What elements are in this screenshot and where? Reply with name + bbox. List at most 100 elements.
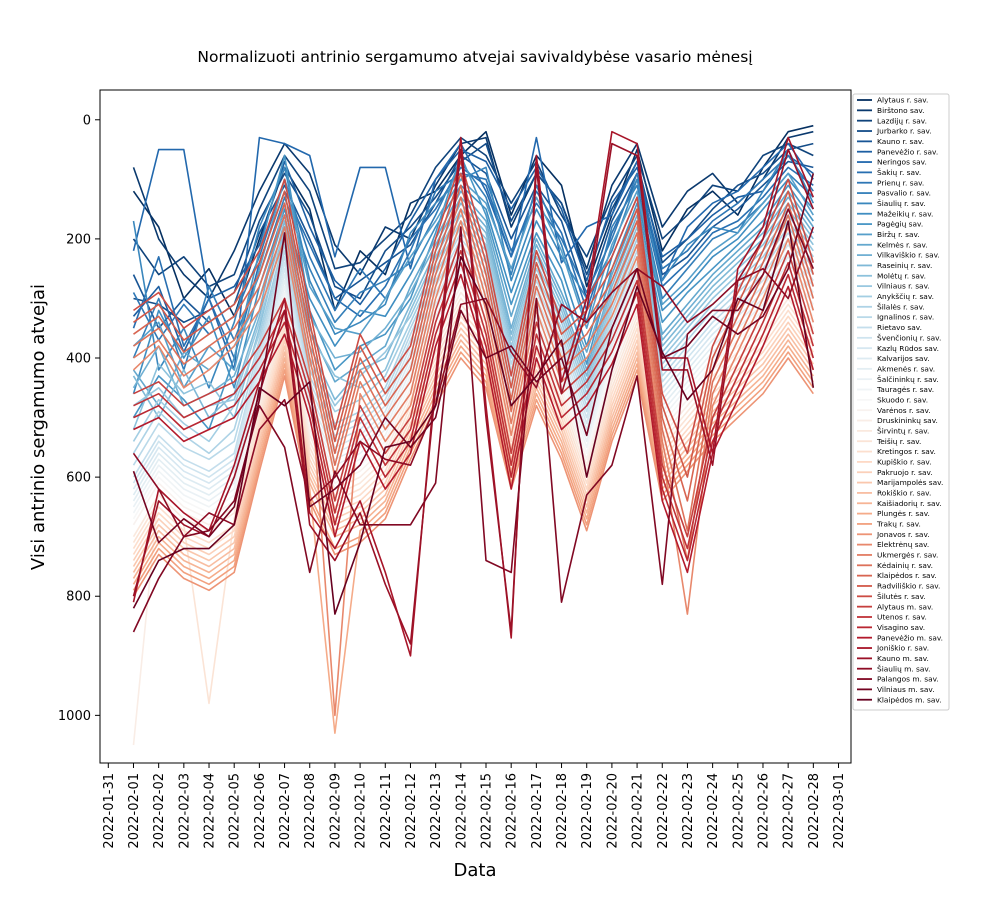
x-tick-label: 2022-02-25 <box>731 773 746 849</box>
legend-label: Kazlų Rūdos sav. <box>877 344 939 353</box>
x-tick-label: 2022-02-28 <box>807 773 822 849</box>
x-tick-label: 2022-02-27 <box>782 773 797 849</box>
legend-label: Tauragės r. sav. <box>876 385 934 394</box>
series-line <box>132 142 815 645</box>
legend-label: Vilniaus r. sav. <box>877 282 930 291</box>
legend-label: Alytaus r. sav. <box>877 96 928 105</box>
legend-box <box>852 93 950 711</box>
x-tick-label: 2022-02-10 <box>354 773 369 849</box>
y-axis-label: Visi antrinio sergamumo atvejai <box>28 284 49 570</box>
x-tick-label: 2022-03-01 <box>832 773 847 849</box>
legend-label: Šalčininkų r. sav. <box>877 375 939 384</box>
series-line <box>132 208 814 430</box>
x-tick-label: 2022-02-22 <box>656 773 671 849</box>
legend-label: Palangos m. sav. <box>877 675 939 684</box>
x-tick-label: 2022-02-11 <box>379 773 394 849</box>
series-line <box>132 220 814 443</box>
series-line <box>132 279 814 520</box>
x-tick-label: 2022-02-01 <box>127 773 142 849</box>
series-line <box>133 273 815 574</box>
legend-label: Kaišiadorių r. sav. <box>877 499 942 508</box>
x-tick-label: 2022-02-15 <box>480 773 495 849</box>
legend-label: Biržų r. sav. <box>877 230 920 239</box>
legend-label: Rietavo sav. <box>877 323 922 332</box>
legend-label: Kupiškio r. sav. <box>877 458 932 467</box>
series-lines <box>132 124 815 746</box>
legend: Alytaus r. sav.Birštono sav.Lazdijų r. s… <box>852 93 950 711</box>
x-tick-label: 2022-02-21 <box>631 773 646 849</box>
y-tick-label: 400 <box>66 352 91 367</box>
legend-label: Pasvalio r. sav. <box>877 189 931 198</box>
legend-label: Marijampolės sav. <box>877 478 943 487</box>
series-line <box>132 154 814 330</box>
x-axis-label: Data <box>454 860 497 881</box>
x-tick-label: 2022-02-04 <box>203 773 218 849</box>
y-tick-label: 0 <box>83 113 91 128</box>
series-line <box>133 250 815 550</box>
x-tick-label: 2022-02-05 <box>228 773 243 849</box>
legend-label: Raseinių r. sav. <box>877 261 932 270</box>
x-axis: 2022-01-31 2022-02-01 2022-02-02 2022-02-03… <box>102 763 847 849</box>
chart-title: Normalizuoti antrinio sergamumo atvejai … <box>197 48 752 66</box>
series-line <box>133 261 815 562</box>
legend-label: Kėdainių r. sav. <box>877 561 933 570</box>
y-tick-label: 600 <box>66 471 91 486</box>
x-tick-label: 2022-02-17 <box>530 773 545 849</box>
series-line <box>133 196 815 532</box>
legend-label: Radviliškio r. sav. <box>877 582 940 591</box>
x-tick-label: 2022-02-16 <box>505 773 520 849</box>
x-tick-label: 2022-02-03 <box>177 773 192 849</box>
series-line <box>133 160 815 455</box>
legend-label: Trakų r. sav. <box>876 520 921 529</box>
legend-label: Teišių r. sav. <box>876 437 921 446</box>
x-tick-label: 2022-01-31 <box>102 773 117 849</box>
x-tick-label: 2022-02-06 <box>253 773 268 849</box>
legend-label: Varėnos r. sav. <box>877 406 931 415</box>
legend-label: Ignalinos r. sav. <box>877 313 934 322</box>
x-tick-label: 2022-02-18 <box>555 773 570 849</box>
x-tick-label: 2022-02-08 <box>303 773 318 849</box>
x-tick-label: 2022-02-13 <box>429 773 444 849</box>
legend-label: Kelmės r. sav. <box>877 240 928 249</box>
legend-label: Kretingos r. sav. <box>877 447 936 456</box>
x-tick-label: 2022-02-20 <box>605 773 620 849</box>
legend-label: Ukmergės r. sav. <box>877 551 938 560</box>
legend-label: Utenos r. sav. <box>877 613 927 622</box>
series-line <box>132 136 814 371</box>
series-line <box>132 196 814 407</box>
x-tick-label: 2022-02-14 <box>454 773 469 849</box>
legend-label: Pakruojo r. sav. <box>877 468 933 477</box>
series-line <box>132 136 814 288</box>
x-tick-label: 2022-02-07 <box>278 773 293 849</box>
legend-label: Jonavos r. sav. <box>876 530 930 539</box>
legend-label: Panevėžio r. sav. <box>877 147 938 156</box>
y-axis: 0 200 400 600 800 1000 <box>58 113 100 724</box>
legend-label: Neringos sav. <box>877 158 927 167</box>
legend-label: Širvintų r. sav. <box>877 426 929 435</box>
legend-label: Šilalės r. sav. <box>877 302 925 311</box>
legend-label: Mažeikių r. sav. <box>877 209 933 218</box>
series-line <box>132 351 814 591</box>
series-line <box>132 178 814 394</box>
legend-label: Joniškio r. sav. <box>876 644 929 653</box>
x-tick-label: 2022-02-12 <box>404 773 419 849</box>
legend-label: Kauno r. sav. <box>877 137 924 146</box>
series-line <box>132 345 814 735</box>
legend-label: Šakių r. sav. <box>877 168 921 177</box>
legend-label: Druskininkų sav. <box>877 416 938 425</box>
legend-label: Pagėgių sav. <box>877 220 923 229</box>
x-tick-label: 2022-02-24 <box>706 773 721 849</box>
series-line <box>132 154 814 431</box>
x-tick-label: 2022-02-19 <box>580 773 595 849</box>
legend-label: Šilutės r. sav. <box>877 592 926 601</box>
series-line <box>132 148 814 353</box>
legend-label: Švenčionių r. sav. <box>877 333 941 342</box>
legend-label: Rokiškio r. sav. <box>877 489 931 498</box>
x-tick-label: 2022-02-09 <box>328 773 343 849</box>
legend-label: Skuodo r. sav. <box>877 395 928 404</box>
series-line <box>132 226 815 538</box>
legend-label: Vilkaviškio r. sav. <box>877 251 940 260</box>
y-tick-label: 200 <box>66 232 91 247</box>
legend-label: Alytaus m. sav. <box>877 602 933 611</box>
